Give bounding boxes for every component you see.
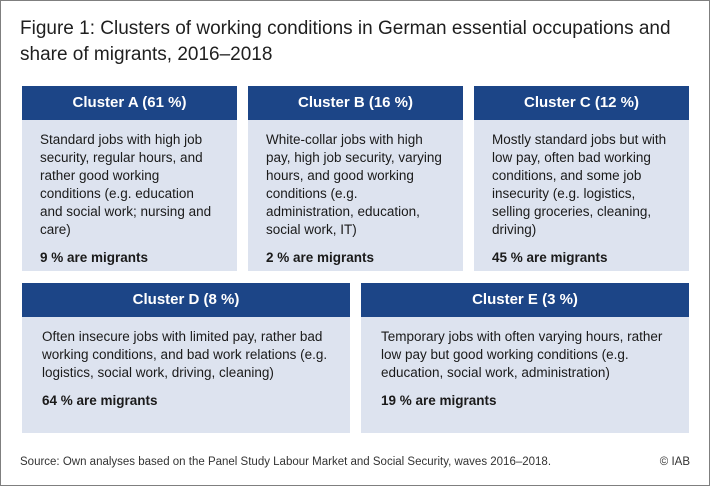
cluster-body: Temporary jobs with often varying hours,…: [361, 317, 689, 410]
cluster-description: White-collar jobs with high pay, high jo…: [266, 132, 442, 237]
cluster-header: Cluster D (8 %): [22, 283, 350, 317]
cluster-migrant-share: 45 % are migrants: [492, 250, 608, 265]
cluster-migrant-share: 64 % are migrants: [42, 393, 158, 408]
cluster-header: Cluster E (3 %): [361, 283, 689, 317]
cluster-body: Standard jobs with high job security, re…: [22, 120, 237, 267]
cluster-migrant-share: 19 % are migrants: [381, 393, 497, 408]
cluster-migrant-share: 9 % are migrants: [40, 250, 149, 265]
source-note: Source: Own analyses based on the Panel …: [20, 456, 552, 468]
cluster-body: White-collar jobs with high pay, high jo…: [248, 120, 463, 267]
cluster-description: Standard jobs with high job security, re…: [40, 132, 212, 237]
figure-title: Figure 1: Clusters of working conditions…: [20, 18, 671, 65]
cluster-card-a: Cluster A (61 %) Standard jobs with high…: [22, 86, 237, 271]
copyright-note: © IAB: [659, 456, 690, 468]
cluster-card-e: Cluster E (3 %) Temporary jobs with ofte…: [361, 283, 689, 433]
cluster-card-c: Cluster C (12 %) Mostly standard jobs bu…: [474, 86, 689, 271]
cluster-header: Cluster B (16 %): [248, 86, 463, 120]
cluster-body: Often insecure jobs with limited pay, ra…: [22, 317, 350, 410]
cluster-description: Temporary jobs with often varying hours,…: [381, 329, 663, 380]
figure-footer: Source: Own analyses based on the Panel …: [20, 456, 690, 468]
cluster-description: Often insecure jobs with limited pay, ra…: [42, 329, 328, 380]
cluster-header: Cluster A (61 %): [22, 86, 237, 120]
cluster-header: Cluster C (12 %): [474, 86, 689, 120]
cluster-migrant-share: 2 % are migrants: [266, 250, 375, 265]
cluster-card-b: Cluster B (16 %) White-collar jobs with …: [248, 86, 463, 271]
cluster-card-d: Cluster D (8 %) Often insecure jobs with…: [22, 283, 350, 433]
cluster-description: Mostly standard jobs but with low pay, o…: [492, 132, 667, 237]
cluster-body: Mostly standard jobs but with low pay, o…: [474, 120, 689, 267]
